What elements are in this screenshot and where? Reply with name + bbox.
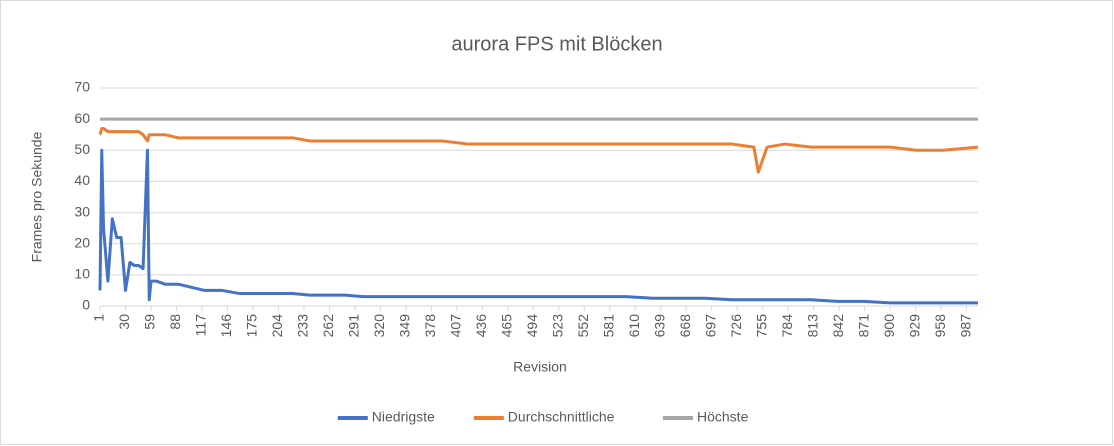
x-tick-label: 958 — [932, 314, 948, 338]
line-series — [98, 126, 979, 174]
x-tick-label: 291 — [346, 314, 362, 338]
x-tick-label: 262 — [320, 314, 336, 338]
x-tick-label: 900 — [881, 314, 897, 338]
x-tick-label: 59 — [142, 314, 158, 330]
y-tick-label: 10 — [74, 266, 90, 282]
y-tick-label: 20 — [74, 234, 90, 250]
x-tick-label: 581 — [600, 314, 616, 338]
x-tick-label: 610 — [626, 314, 642, 338]
x-tick-label: 233 — [295, 314, 311, 338]
x-tick-label: 436 — [473, 314, 489, 338]
y-tick-label: 30 — [74, 203, 90, 219]
x-tick-label: 668 — [677, 314, 693, 338]
y-axis-label: Frames pro Sekunde — [29, 131, 45, 262]
x-tick-label: 1 — [91, 314, 107, 322]
chart-title: aurora FPS mit Blöcken — [451, 33, 662, 55]
x-tick-label: 523 — [549, 314, 565, 338]
x-tick-label: 755 — [753, 314, 769, 338]
y-tick-label: 60 — [74, 110, 90, 126]
x-axis-label: Revision — [513, 359, 567, 375]
x-tick-label: 349 — [397, 314, 413, 338]
x-tick-label: 88 — [167, 314, 183, 330]
x-tick-label: 146 — [218, 314, 234, 338]
x-tick-label: 726 — [728, 314, 744, 338]
x-tick-label: 378 — [422, 314, 438, 338]
x-tick-label: 465 — [499, 314, 515, 338]
x-tick-label: 929 — [906, 314, 922, 338]
x-tick-label: 784 — [779, 314, 795, 338]
y-tick-label: 50 — [74, 141, 90, 157]
line-series — [98, 148, 978, 305]
y-tick-label: 0 — [82, 297, 90, 313]
x-tick-label: 175 — [244, 314, 260, 338]
x-tick-label: 117 — [193, 314, 209, 337]
x-tick-label: 842 — [830, 314, 846, 338]
x-tick-label: 204 — [269, 314, 285, 338]
x-tick-label: 494 — [524, 314, 540, 338]
x-tick-label: 871 — [855, 314, 871, 338]
x-tick-label: 639 — [651, 314, 667, 338]
x-tick-label: 320 — [371, 314, 387, 338]
x-tick-label: 552 — [575, 314, 591, 338]
x-tick-label: 697 — [702, 314, 718, 338]
x-tick-label: 30 — [116, 314, 132, 330]
legend-label: Niedrigste — [372, 409, 435, 425]
x-tick-label: 987 — [957, 314, 973, 338]
y-tick-label: 40 — [74, 172, 90, 188]
legend-label: Durchschnittliche — [508, 409, 615, 425]
x-tick-label: 813 — [804, 314, 820, 338]
x-tick-label: 407 — [448, 314, 464, 338]
legend-label: Höchste — [697, 409, 749, 425]
y-tick-label: 70 — [74, 79, 90, 95]
